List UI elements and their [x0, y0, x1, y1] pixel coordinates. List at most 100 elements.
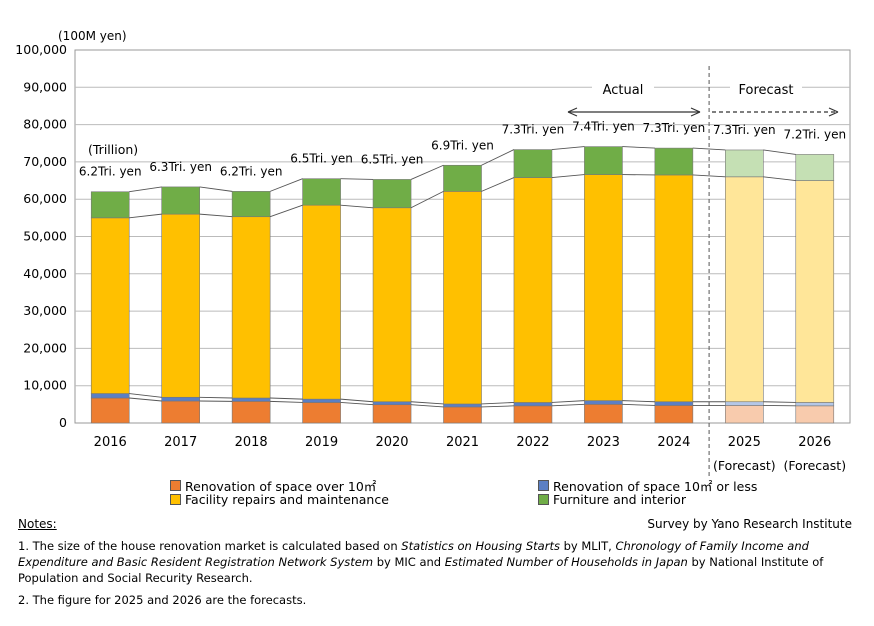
bar-segment-2017-s3: [161, 186, 200, 215]
series-connector-line: [199, 213, 233, 218]
legend-item-10-or-less: Renovation of space 10㎡ or less: [538, 476, 757, 495]
note-1-mid-2: by MIC and: [373, 555, 445, 569]
x-tick-label-2025: 2025: [728, 435, 761, 450]
bar-segment-2025-s3: [725, 149, 764, 178]
bar-segment-2016-s2: [90, 217, 130, 394]
bar-segment-2021-s0: [443, 406, 482, 424]
series-connector-line: [410, 164, 444, 180]
bar-segment-2017-s2: [161, 213, 200, 398]
series-connector-line: [129, 213, 162, 219]
total-label-2018: 6.2Tri. yen: [220, 164, 283, 178]
total-label-2020: 6.5Tri. yen: [361, 152, 424, 166]
series-connector-line: [622, 146, 655, 149]
bar-segment-2019-s1: [302, 398, 341, 403]
forecast-arrow-head: [828, 107, 839, 117]
bar-segment-2023-s1: [584, 400, 623, 405]
bar-segment-2024-s2: [654, 174, 694, 403]
total-label-2016: 6.2Tri. yen: [79, 165, 142, 179]
series-connector-line: [270, 397, 303, 400]
series-connector-line: [199, 186, 233, 192]
x-tick-label-2026: 2026: [798, 435, 831, 450]
bar-segment-2018-s2: [231, 216, 271, 399]
y-tick-label: 70,000: [23, 154, 67, 169]
bar-segment-2023-s2: [584, 174, 623, 401]
x-tick-label-2022: 2022: [516, 435, 549, 450]
note-1-prefix: 1. The size of the house renovation mark…: [18, 539, 402, 553]
bar-segment-2019-s2: [302, 204, 341, 400]
series-connector-line: [411, 404, 444, 408]
y-tick-label: 60,000: [23, 191, 67, 206]
legend-swatch-10-or-less: [538, 480, 549, 491]
legend-label-10-or-less: Renovation of space 10㎡ or less: [553, 479, 758, 494]
y-tick-label: 0: [59, 415, 67, 430]
bar-segment-2016-s0: [90, 397, 130, 424]
series-connector-line: [481, 177, 515, 192]
y-tick-label: 100,000: [15, 42, 67, 57]
total-label-2024: 7.3Tri. yen: [643, 121, 706, 135]
legend-item-facility: Facility repairs and maintenance: [170, 492, 389, 507]
source-credit: Survey by Yano Research Institute: [647, 517, 852, 531]
total-label-2025: 7.3Tri. yen: [713, 123, 776, 137]
legend-swatch-facility: [170, 494, 181, 505]
total-label-2017: 6.3Tri. yen: [149, 160, 212, 174]
total-label-2019: 6.5Tri. yen: [290, 152, 353, 166]
note-1-mid-3: by National Institute of Population and …: [18, 555, 824, 585]
x-tick-label-2019: 2019: [305, 435, 338, 450]
bar-segment-2018-s3: [231, 191, 271, 218]
forecast-label-bg: [730, 79, 802, 99]
bar-segment-2024-s1: [654, 401, 694, 406]
bar-segment-2018-s1: [231, 397, 271, 402]
bar-segment-2023-s3: [584, 146, 623, 175]
notes-section: Notes: 1. The size of the house renovati…: [18, 516, 858, 608]
x-tick-label-2023: 2023: [587, 435, 620, 450]
series-connector-line: [763, 176, 796, 181]
bar-segment-2020-s1: [372, 401, 412, 406]
bar-segment-2016-s3: [90, 191, 130, 219]
bar-segment-2022-s0: [513, 405, 553, 424]
x-forecast-label-2025: (Forecast): [713, 458, 776, 473]
note-1-mid-1: by MLIT,: [559, 539, 616, 553]
note-1-title-1: Statistics on Housing Starts: [401, 539, 560, 553]
series-connector-line: [551, 400, 585, 403]
total-label-2026: 7.2Tri. yen: [783, 127, 846, 141]
bar-segment-2024-s3: [654, 147, 694, 176]
legend-swatch-furniture: [538, 494, 549, 505]
bar-segment-2026-s0: [795, 405, 835, 424]
note-1: 1. The size of the house renovation mark…: [18, 538, 858, 586]
series-connector-line: [270, 400, 303, 403]
y-tick-label: 90,000: [23, 79, 67, 94]
legend-label-furniture: Furniture and interior: [553, 492, 686, 507]
y-tick-label: 10,000: [23, 378, 67, 393]
legend-item-over-10: Renovation of space over 10㎡: [170, 476, 376, 495]
actual-arrow-right-head: [690, 107, 701, 117]
legend-swatch-over-10: [170, 480, 181, 491]
total-label-2023: 7.4Tri. yen: [572, 120, 635, 134]
x-tick-label-2018: 2018: [235, 435, 268, 450]
series-connector-line: [551, 174, 585, 179]
bar-segment-2026-s1: [795, 402, 835, 407]
actual-label: Actual: [603, 83, 644, 98]
series-connector-line: [551, 403, 585, 407]
series-connector-line: [481, 405, 514, 408]
y-axis-unit-label: (100M yen): [58, 29, 127, 43]
series-connector-line: [481, 402, 514, 405]
series-connector-line: [411, 401, 444, 405]
note-2: 2. The figure for 2025 and 2026 are the …: [18, 593, 307, 607]
bar-segment-2022-s3: [513, 149, 553, 178]
series-connector-line: [269, 204, 303, 218]
forecast-label: Forecast: [738, 83, 793, 98]
legend-label-over-10: Renovation of space over 10㎡: [185, 479, 377, 494]
y-tick-label: 20,000: [23, 340, 67, 355]
series-connector-line: [129, 397, 162, 402]
bar-segment-2022-s1: [513, 402, 553, 407]
series-connector-line: [551, 146, 585, 151]
bar-segment-2021-s1: [443, 403, 482, 408]
bar-segment-2026-s2: [795, 180, 835, 403]
series-connector-line: [763, 149, 796, 155]
note-1-title-2: Chronology of Family Income and Expendit…: [18, 539, 809, 569]
series-connector-line: [129, 186, 162, 193]
trillion-label: (Trillion): [88, 142, 138, 157]
y-tick-label: 40,000: [23, 266, 67, 281]
y-tick-label: 50,000: [23, 229, 67, 244]
bar-segment-2020-s3: [372, 179, 412, 209]
